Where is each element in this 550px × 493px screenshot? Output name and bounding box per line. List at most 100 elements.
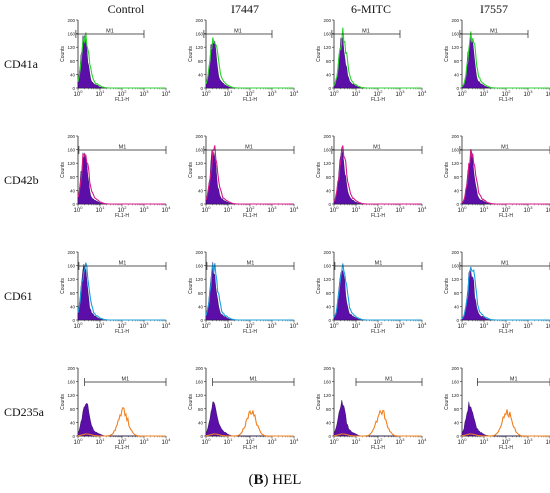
x-tick-label: 101 xyxy=(96,321,106,330)
x-tick-base: 10 xyxy=(162,324,169,330)
x-tick-base: 10 xyxy=(374,92,381,98)
x-tick-base: 10 xyxy=(290,208,297,214)
y-tick-label: 80 xyxy=(70,59,76,64)
m1-gate-label: M1 xyxy=(245,145,253,151)
x-tick-base: 10 xyxy=(396,208,403,214)
x-axis-label: FL1-H xyxy=(243,445,257,451)
x-tick-exponent: 0 xyxy=(336,321,339,326)
y-axis-label: Counts xyxy=(316,162,322,178)
y-tick-label: 160 xyxy=(451,148,459,153)
x-tick-exponent: 3 xyxy=(530,321,533,326)
x-tick-exponent: 0 xyxy=(464,437,467,442)
x-tick-label: 104 xyxy=(546,321,550,330)
control-histogram-outline xyxy=(333,145,422,205)
m1-gate-label: M1 xyxy=(385,377,393,383)
x-tick-label: 104 xyxy=(418,89,428,98)
row-label: CD235a xyxy=(4,405,45,419)
x-tick-exponent: 0 xyxy=(80,205,83,210)
y-tick-label: 120 xyxy=(195,393,203,398)
y-tick-label: 160 xyxy=(67,32,75,37)
x-tick-label: 103 xyxy=(396,437,406,446)
x-tick-label: 103 xyxy=(524,205,534,214)
x-tick-base: 10 xyxy=(546,92,550,98)
y-axis-label: Counts xyxy=(316,394,322,410)
x-tick-exponent: 0 xyxy=(208,321,211,326)
x-tick-base: 10 xyxy=(524,92,531,98)
x-tick-label: 104 xyxy=(418,205,428,214)
y-tick-label: 200 xyxy=(195,18,203,23)
x-axis-label: FL1-H xyxy=(499,445,513,451)
y-tick-label: 80 xyxy=(454,407,460,412)
y-tick-label: 0 xyxy=(456,202,459,207)
x-tick-base: 10 xyxy=(118,208,125,214)
y-tick-label: 0 xyxy=(200,434,203,439)
y-tick-label: 40 xyxy=(70,188,76,193)
x-tick-base: 10 xyxy=(352,324,359,330)
y-tick-label: 120 xyxy=(195,277,203,282)
x-tick-exponent: 1 xyxy=(486,205,489,210)
y-tick-label: 40 xyxy=(70,72,76,77)
x-tick-label: 102 xyxy=(246,321,256,330)
y-tick-label: 200 xyxy=(67,366,75,371)
x-tick-base: 10 xyxy=(418,324,425,330)
x-tick-label: 100 xyxy=(458,437,468,446)
x-tick-exponent: 3 xyxy=(146,437,149,442)
y-axis-label: Counts xyxy=(444,46,450,62)
y-tick-label: 40 xyxy=(70,304,76,309)
control-histogram-outline xyxy=(333,263,422,321)
x-tick-label: 101 xyxy=(96,205,106,214)
y-tick-label: 200 xyxy=(451,18,459,23)
x-tick-label: 100 xyxy=(330,89,340,98)
x-tick-exponent: 0 xyxy=(80,89,83,94)
x-tick-exponent: 3 xyxy=(530,437,533,442)
histogram-panel: 04080120160200Counts100101102103104FL1-H… xyxy=(316,366,427,451)
x-tick-exponent: 1 xyxy=(486,89,489,94)
x-tick-label: 102 xyxy=(374,205,384,214)
histogram-panel: 04080120160200Counts100101102103104FL1-H… xyxy=(444,134,550,219)
y-tick-label: 160 xyxy=(195,32,203,37)
x-tick-label: 102 xyxy=(502,89,512,98)
y-tick-label: 120 xyxy=(451,393,459,398)
y-tick-label: 200 xyxy=(67,250,75,255)
m1-gate-label: M1 xyxy=(510,377,518,383)
x-tick-base: 10 xyxy=(162,440,169,446)
x-tick-base: 10 xyxy=(374,324,381,330)
m1-gate-label: M1 xyxy=(121,377,129,383)
x-tick-base: 10 xyxy=(224,92,231,98)
x-tick-base: 10 xyxy=(396,440,403,446)
x-tick-exponent: 0 xyxy=(208,437,211,442)
caption-label: B xyxy=(254,472,264,488)
x-tick-exponent: 2 xyxy=(508,437,511,442)
y-tick-label: 200 xyxy=(195,134,203,139)
x-tick-label: 104 xyxy=(290,205,300,214)
m1-gate-label: M1 xyxy=(247,261,255,267)
x-tick-exponent: 3 xyxy=(146,321,149,326)
x-tick-label: 102 xyxy=(246,437,256,446)
x-tick-exponent: 1 xyxy=(486,437,489,442)
y-tick-label: 120 xyxy=(67,161,75,166)
x-tick-exponent: 0 xyxy=(464,205,467,210)
control-histogram-outline xyxy=(461,31,550,89)
y-axis-label: Counts xyxy=(60,394,66,410)
histogram-panel: 04080120160200Counts100101102103104FL1-H… xyxy=(60,250,171,335)
x-tick-base: 10 xyxy=(502,324,509,330)
x-tick-base: 10 xyxy=(374,440,381,446)
histogram-panel: 04080120160200Counts100101102103104FL1-H… xyxy=(316,134,427,219)
control-histogram-outline xyxy=(333,27,422,89)
x-tick-exponent: 2 xyxy=(252,437,255,442)
x-tick-base: 10 xyxy=(202,324,209,330)
m1-gate-label: M1 xyxy=(490,29,498,35)
m1-gate-label: M1 xyxy=(501,261,509,267)
y-tick-label: 40 xyxy=(454,304,460,309)
y-tick-label: 40 xyxy=(198,188,204,193)
x-axis-label: FL1-H xyxy=(499,213,513,219)
x-tick-exponent: 2 xyxy=(252,205,255,210)
x-tick-label: 100 xyxy=(330,205,340,214)
control-histogram-outline xyxy=(205,37,294,89)
x-axis-label: FL1-H xyxy=(243,97,257,103)
x-tick-exponent: 0 xyxy=(336,205,339,210)
x-tick-base: 10 xyxy=(396,324,403,330)
x-axis-label: FL1-H xyxy=(243,329,257,335)
y-tick-label: 120 xyxy=(195,161,203,166)
